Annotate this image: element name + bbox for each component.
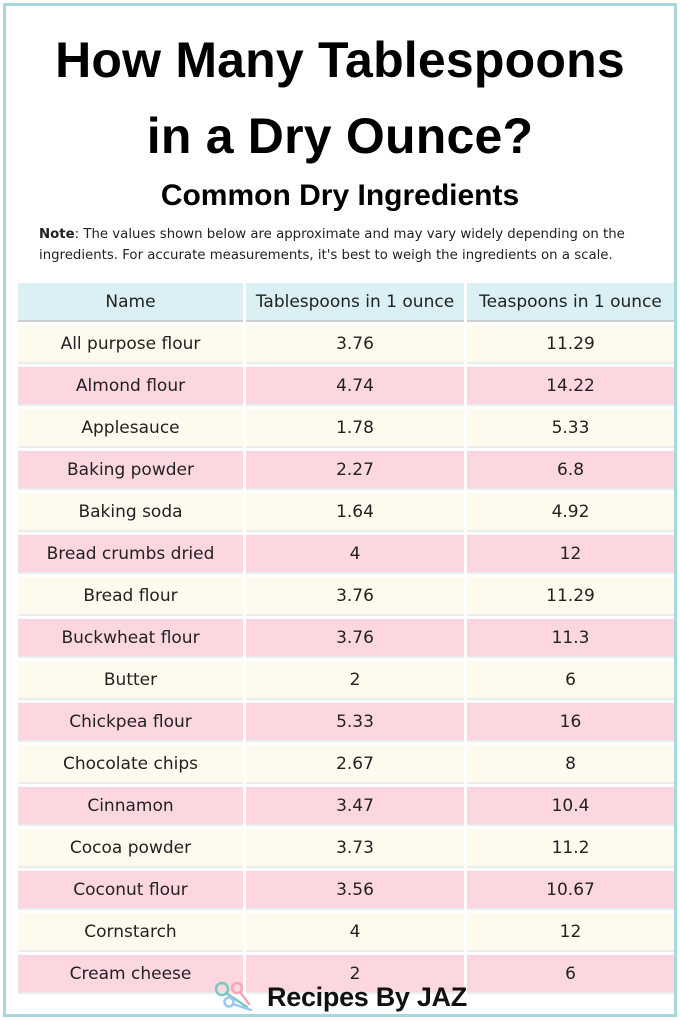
cell-teaspoons: 8 <box>467 745 674 784</box>
cell-name: Cinnamon <box>18 787 243 826</box>
cell-name: Coconut flour <box>18 871 243 910</box>
cell-name: Cream cheese <box>18 955 243 994</box>
table-row: Baking soda 1.64 4.92 <box>18 493 674 532</box>
table-row: Butter 2 6 <box>18 661 674 700</box>
cell-tablespoons: 4.74 <box>246 367 464 406</box>
table-row: Bread flour 3.76 11.29 <box>18 577 674 616</box>
table-row: Buckwheat flour 3.76 11.3 <box>18 619 674 658</box>
cell-name: Baking powder <box>18 451 243 490</box>
column-header-teaspoons: Teaspoons in 1 ounce <box>467 283 674 322</box>
table-row: Baking powder 2.27 6.8 <box>18 451 674 490</box>
cell-name: Chocolate chips <box>18 745 243 784</box>
cell-tablespoons: 4 <box>246 913 464 952</box>
table-row: Cocoa powder 3.73 11.2 <box>18 829 674 868</box>
table-row: Bread crumbs dried 4 12 <box>18 535 674 574</box>
table-row: Coconut flour 3.56 10.67 <box>18 871 674 910</box>
note-text: : The values shown below are approximate… <box>39 227 625 263</box>
brand-name: Recipes By JAZ <box>267 981 467 1012</box>
cell-tablespoons: 2 <box>246 955 464 994</box>
cell-name: Almond flour <box>18 367 243 406</box>
cell-tablespoons: 4 <box>246 535 464 574</box>
footer: Recipes By JAZ <box>6 980 674 1014</box>
cell-tablespoons: 2 <box>246 661 464 700</box>
cell-teaspoons: 6 <box>467 955 674 994</box>
cell-tablespoons: 3.76 <box>246 325 464 364</box>
table-row: Almond flour 4.74 14.22 <box>18 367 674 406</box>
cell-name: Bread flour <box>18 577 243 616</box>
cell-teaspoons: 11.29 <box>467 577 674 616</box>
table-row: Applesauce 1.78 5.33 <box>18 409 674 448</box>
table-row: Cinnamon 3.47 10.4 <box>18 787 674 826</box>
conversion-table: Name Tablespoons in 1 ounce Teaspoons in… <box>15 280 677 997</box>
table-header-row: Name Tablespoons in 1 ounce Teaspoons in… <box>18 283 674 322</box>
cell-teaspoons: 4.92 <box>467 493 674 532</box>
cell-tablespoons: 1.78 <box>246 409 464 448</box>
cell-name: Buckwheat flour <box>18 619 243 658</box>
cell-teaspoons: 10.4 <box>467 787 674 826</box>
page-frame: How Many Tablespoons in a Dry Ounce? Com… <box>3 3 677 1017</box>
cell-teaspoons: 16 <box>467 703 674 742</box>
table-body: All purpose flour 3.76 11.29 Almond flour 4.… <box>18 325 674 994</box>
table-row: Cream cheese 2 6 <box>18 955 674 994</box>
cell-name: Bread crumbs dried <box>18 535 243 574</box>
cell-teaspoons: 14.22 <box>467 367 674 406</box>
cell-tablespoons: 5.33 <box>246 703 464 742</box>
cell-name: Butter <box>18 661 243 700</box>
table-row: Chickpea flour 5.33 16 <box>18 703 674 742</box>
cell-name: Baking soda <box>18 493 243 532</box>
cell-teaspoons: 12 <box>467 535 674 574</box>
table-row: Chocolate chips 2.67 8 <box>18 745 674 784</box>
cell-tablespoons: 3.76 <box>246 619 464 658</box>
cell-tablespoons: 1.64 <box>246 493 464 532</box>
note-label: Note <box>39 227 75 242</box>
cell-tablespoons: 3.73 <box>246 829 464 868</box>
page-subtitle: Common Dry Ingredients <box>160 179 520 212</box>
cell-teaspoons: 11.3 <box>467 619 674 658</box>
title-line-2: in a Dry Ounce? <box>146 108 534 164</box>
cell-teaspoons: 12 <box>467 913 674 952</box>
cell-teaspoons: 11.29 <box>467 325 674 364</box>
cell-name: Applesauce <box>18 409 243 448</box>
measuring-spoons-icon <box>214 981 253 1012</box>
cell-tablespoons: 2.67 <box>246 745 464 784</box>
table-row: Cornstarch 4 12 <box>18 913 674 952</box>
cell-teaspoons: 6 <box>467 661 674 700</box>
cell-name: Cornstarch <box>18 913 243 952</box>
title-line-1: How Many Tablespoons <box>55 32 625 88</box>
column-header-name: Name <box>18 283 243 322</box>
column-header-tablespoons: Tablespoons in 1 ounce <box>246 283 464 322</box>
cell-tablespoons: 3.56 <box>246 871 464 910</box>
cell-teaspoons: 11.2 <box>467 829 674 868</box>
cell-tablespoons: 3.76 <box>246 577 464 616</box>
table-row: All purpose flour 3.76 11.29 <box>18 325 674 364</box>
cell-tablespoons: 2.27 <box>246 451 464 490</box>
cell-teaspoons: 6.8 <box>467 451 674 490</box>
cell-teaspoons: 5.33 <box>467 409 674 448</box>
cell-name: Chickpea flour <box>18 703 243 742</box>
page-title: How Many Tablespoons in a Dry Ounce? <box>6 22 674 174</box>
cell-name: All purpose flour <box>18 325 243 364</box>
cell-name: Cocoa powder <box>18 829 243 868</box>
cell-teaspoons: 10.67 <box>467 871 674 910</box>
note-paragraph: Note: The values shown below are approxi… <box>39 224 654 266</box>
cell-tablespoons: 3.47 <box>246 787 464 826</box>
